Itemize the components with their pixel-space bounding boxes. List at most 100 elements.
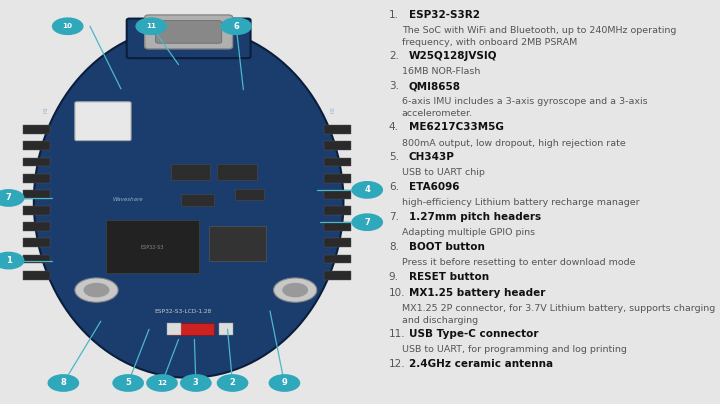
Circle shape [351, 213, 383, 231]
FancyBboxPatch shape [324, 238, 351, 247]
Text: 11: 11 [146, 23, 156, 29]
FancyBboxPatch shape [219, 323, 233, 335]
Text: 1: 1 [6, 256, 12, 265]
Circle shape [282, 283, 308, 297]
FancyBboxPatch shape [156, 21, 222, 43]
Text: 5: 5 [125, 379, 131, 387]
Circle shape [146, 374, 178, 392]
FancyBboxPatch shape [171, 323, 214, 335]
Text: 11.: 11. [389, 329, 405, 339]
Text: 12.: 12. [389, 359, 405, 369]
Text: 8: 8 [60, 379, 66, 387]
FancyBboxPatch shape [324, 255, 351, 263]
Text: MX1.25 2P connector, for 3.7V Lithium battery, supports charging: MX1.25 2P connector, for 3.7V Lithium ba… [402, 304, 715, 313]
FancyBboxPatch shape [23, 222, 50, 231]
Circle shape [220, 17, 252, 35]
Circle shape [217, 374, 248, 392]
Text: 6: 6 [233, 22, 239, 31]
FancyBboxPatch shape [181, 194, 214, 206]
FancyBboxPatch shape [324, 190, 351, 199]
Circle shape [75, 278, 118, 302]
Text: W25Q128JVSIQ: W25Q128JVSIQ [409, 51, 498, 61]
FancyBboxPatch shape [23, 190, 50, 199]
Text: 9.: 9. [389, 272, 399, 282]
Text: CH343P: CH343P [409, 152, 455, 162]
FancyBboxPatch shape [217, 164, 257, 180]
FancyBboxPatch shape [324, 158, 351, 166]
FancyBboxPatch shape [106, 220, 199, 273]
Text: high-efficiency Lithium battery recharge manager: high-efficiency Lithium battery recharge… [402, 198, 639, 207]
Text: 2.: 2. [389, 51, 399, 61]
Text: 1.27mm pitch headers: 1.27mm pitch headers [409, 212, 541, 222]
FancyBboxPatch shape [324, 222, 351, 231]
Circle shape [351, 181, 383, 199]
Text: 10: 10 [63, 23, 73, 29]
FancyBboxPatch shape [209, 226, 266, 261]
Text: USB Type-C connector: USB Type-C connector [409, 329, 539, 339]
FancyBboxPatch shape [167, 323, 181, 335]
Text: 4: 4 [364, 185, 370, 194]
Text: ME6217C33M5G: ME6217C33M5G [409, 122, 504, 133]
Text: 7: 7 [6, 194, 12, 202]
Text: Waveshare: Waveshare [112, 198, 143, 202]
Text: 800mA output, low dropout, high rejection rate: 800mA output, low dropout, high rejectio… [402, 139, 626, 147]
Text: 6-axis IMU includes a 3-axis gyroscope and a 3-axis: 6-axis IMU includes a 3-axis gyroscope a… [402, 97, 647, 106]
FancyBboxPatch shape [23, 174, 50, 183]
FancyBboxPatch shape [324, 206, 351, 215]
Ellipse shape [34, 26, 343, 378]
Text: 7.: 7. [389, 212, 399, 222]
Text: ESP32-S3-LCD-1.28: ESP32-S3-LCD-1.28 [154, 309, 212, 314]
Text: H2: H2 [330, 105, 335, 113]
FancyBboxPatch shape [127, 19, 251, 58]
Text: USB to UART chip: USB to UART chip [402, 168, 485, 177]
Text: 7: 7 [364, 218, 370, 227]
Text: 2.4GHz ceramic antenna: 2.4GHz ceramic antenna [409, 359, 553, 369]
FancyBboxPatch shape [23, 206, 50, 215]
FancyBboxPatch shape [23, 238, 50, 247]
FancyBboxPatch shape [324, 141, 351, 150]
FancyBboxPatch shape [324, 271, 351, 280]
Text: frequency, with onboard 2MB PSRAM: frequency, with onboard 2MB PSRAM [402, 38, 577, 46]
Text: accelerometer.: accelerometer. [402, 109, 473, 118]
Circle shape [135, 17, 167, 35]
Text: 1.: 1. [389, 10, 399, 20]
Circle shape [180, 374, 212, 392]
FancyBboxPatch shape [171, 164, 210, 180]
FancyBboxPatch shape [23, 271, 50, 280]
FancyBboxPatch shape [145, 15, 233, 49]
Text: 4.: 4. [389, 122, 399, 133]
Text: USB to UART, for programming and log printing: USB to UART, for programming and log pri… [402, 345, 626, 354]
Text: ETA6096: ETA6096 [409, 182, 459, 192]
Circle shape [274, 278, 317, 302]
Text: 2: 2 [230, 379, 235, 387]
Circle shape [48, 374, 79, 392]
Circle shape [112, 374, 144, 392]
FancyBboxPatch shape [23, 158, 50, 166]
Text: Adapting multiple GPIO pins: Adapting multiple GPIO pins [402, 228, 535, 237]
Text: The SoC with WiFi and Bluetooth, up to 240MHz operating: The SoC with WiFi and Bluetooth, up to 2… [402, 26, 676, 35]
Text: RESET button: RESET button [409, 272, 489, 282]
Circle shape [0, 252, 24, 269]
Text: 9: 9 [282, 379, 287, 387]
FancyBboxPatch shape [23, 141, 50, 150]
FancyBboxPatch shape [23, 255, 50, 263]
Text: 16MB NOR-Flash: 16MB NOR-Flash [402, 67, 480, 76]
Circle shape [52, 17, 84, 35]
Text: 3.: 3. [389, 81, 399, 91]
Text: 12: 12 [157, 380, 167, 386]
FancyBboxPatch shape [324, 125, 351, 134]
Text: 6.: 6. [389, 182, 399, 192]
Text: 3: 3 [193, 379, 199, 387]
FancyBboxPatch shape [75, 102, 131, 141]
FancyBboxPatch shape [324, 174, 351, 183]
Text: BOOT button: BOOT button [409, 242, 485, 252]
Circle shape [84, 283, 109, 297]
Text: 5.: 5. [389, 152, 399, 162]
FancyBboxPatch shape [235, 189, 264, 200]
FancyBboxPatch shape [23, 125, 50, 134]
Text: H1: H1 [44, 105, 48, 113]
Text: 10.: 10. [389, 288, 405, 298]
Text: QMI8658: QMI8658 [409, 81, 461, 91]
Text: and discharging: and discharging [402, 316, 478, 324]
Text: ESP32-S3: ESP32-S3 [141, 245, 164, 250]
